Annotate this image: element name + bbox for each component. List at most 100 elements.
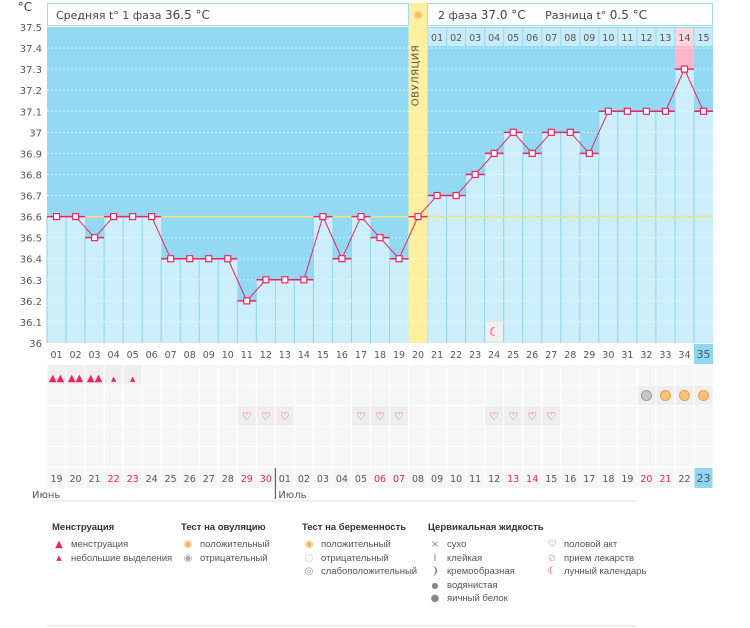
symptom-cell [142, 385, 161, 405]
cycle-day-label: 18 [374, 350, 386, 361]
phase2-day-cell [675, 28, 694, 46]
symptom-cell [599, 406, 618, 426]
temperature-point [585, 149, 593, 157]
diff-label: Разница t° [545, 9, 607, 22]
symptom-cell [618, 365, 637, 385]
symptom-cell [294, 426, 313, 446]
legend-item: водянистая [447, 579, 498, 591]
symptom-cell [66, 426, 85, 446]
symptom-cell [599, 447, 618, 467]
date-cell [485, 468, 504, 488]
phase2-day-cell [561, 28, 580, 46]
phase2-day-cell [447, 28, 466, 46]
temperature-bar [294, 279, 314, 343]
phase2-day-label: 10 [602, 33, 614, 44]
date-cell [218, 468, 237, 488]
cycle-day-label: 01 [50, 350, 62, 361]
heart-icon: ♡ [508, 410, 518, 423]
date-cell [47, 468, 66, 488]
date-cell [409, 468, 428, 488]
legend-title: Цервикальная жидкость [428, 522, 544, 533]
temperature-point [224, 255, 232, 263]
date-label: 02 [298, 474, 310, 485]
symptom-cell [85, 385, 104, 405]
temperature-bar [503, 132, 523, 343]
date-label: 20 [640, 474, 652, 485]
moon-cell [485, 322, 503, 341]
temperature-point [71, 213, 80, 221]
temperature-point [90, 234, 99, 242]
symptom-cell [142, 406, 161, 426]
temperature-point [167, 255, 175, 263]
temperature-point [661, 107, 670, 115]
symptom-cell [218, 406, 237, 426]
symptom-cell [599, 385, 618, 405]
symptom-cell [561, 385, 580, 405]
month-row-divider [47, 500, 637, 502]
legend-title: Менструация [52, 522, 115, 533]
temperature-point [395, 255, 403, 263]
date-cell [66, 468, 85, 488]
symptom-cell [47, 406, 66, 426]
symptom-cell [237, 406, 256, 426]
symptom-cell [275, 426, 294, 446]
date-cell [637, 468, 656, 488]
symptom-cell [390, 385, 409, 405]
symptom-cell [85, 447, 104, 467]
temperature-bar [427, 195, 447, 343]
date-label: 11 [469, 474, 481, 485]
symptom-cell [409, 385, 428, 405]
temperature-point [300, 276, 308, 284]
phase1-value: 36.5 °C [165, 8, 210, 22]
symptom-cell [409, 406, 428, 426]
menstruation-icon: ▲ [55, 539, 63, 551]
date-label: 03 [317, 474, 329, 485]
date-label: 05 [355, 474, 367, 485]
legend-item: яичный белок [447, 593, 508, 605]
temperature-point [490, 149, 498, 157]
y-tick-label: 37.4 [20, 44, 42, 55]
symptom-cell [294, 406, 313, 426]
symptom-cell [637, 447, 656, 467]
symptom-cell [313, 447, 332, 467]
temperature-bar [351, 216, 371, 343]
symptom-cell [256, 385, 275, 405]
symptom-cell [542, 426, 561, 446]
symptom-cell [332, 365, 351, 385]
legend-item: менструация [71, 539, 129, 551]
temperature-bar [275, 279, 295, 343]
temperature-bar [522, 153, 542, 343]
phase2-day-label: 09 [583, 33, 595, 44]
symptom-cell [104, 426, 123, 446]
symptom-cell [675, 365, 694, 385]
symptom-cell [370, 447, 390, 467]
phase2-day-label: 01 [431, 33, 443, 44]
symptom-cell [409, 447, 428, 467]
symptom-cell [313, 406, 332, 426]
temperature-point [680, 65, 689, 73]
heart-icon: ♡ [489, 410, 499, 423]
y-tick-label: 36.2 [20, 297, 42, 308]
symptom-cell [618, 447, 637, 467]
y-tick-label: 36.6 [20, 213, 42, 224]
phase2-day-label: 11 [621, 33, 633, 44]
symptom-cell [580, 365, 599, 385]
symptom-cell [504, 365, 523, 385]
legend-ovulation-test: Тест на овуляцию ◉ положительный ◉ отрицат… [181, 522, 270, 565]
date-cell [85, 468, 104, 488]
symptom-cell [618, 385, 637, 405]
menstruation-icon: ▲▲ [49, 373, 65, 384]
temperature-bar [579, 153, 599, 343]
legend-other: ♡ половой акт ⊘ прием лекарств ☾ лунный кал… [545, 538, 647, 579]
symptom-cell [370, 406, 390, 426]
symptom-cell [466, 385, 485, 405]
symptom-cell [218, 447, 237, 467]
date-label: 19 [621, 474, 633, 485]
symptom-cell [199, 406, 218, 426]
y-tick-label: 36.1 [20, 318, 42, 329]
ovulation-positive-icon: ◉ [183, 539, 193, 551]
symptom-cell [294, 365, 313, 385]
date-cell [618, 468, 637, 488]
cycle-day-label: 12 [260, 350, 272, 361]
heart-icon: ♡ [527, 410, 537, 423]
